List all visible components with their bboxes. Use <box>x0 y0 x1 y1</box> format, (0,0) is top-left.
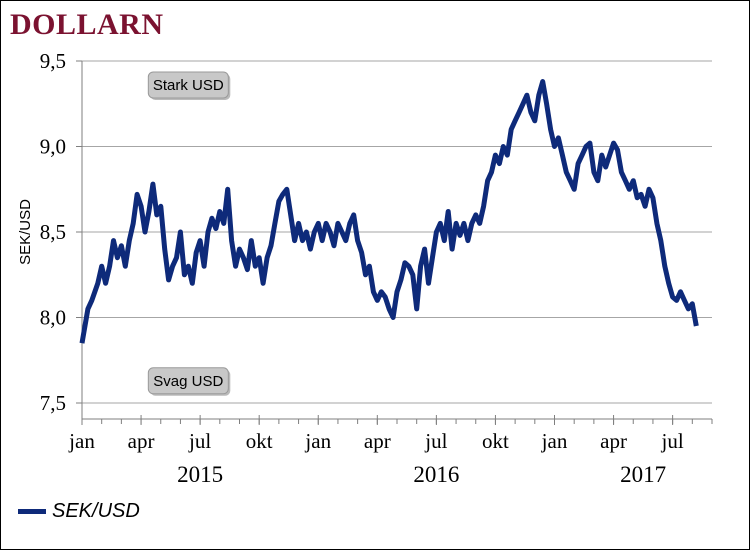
x-year-label: 2015 <box>177 462 223 487</box>
x-tick-label: jul <box>188 429 211 453</box>
series-line <box>79 79 699 344</box>
legend-label: SEK/USD <box>52 500 140 522</box>
x-tick-label: apr <box>600 429 627 453</box>
x-tick-label: jan <box>68 429 95 453</box>
x-year-label: 2017 <box>620 462 666 487</box>
y-axis-label: SEK/USD <box>17 199 34 265</box>
gridlines <box>82 60 712 404</box>
annotations: Stark USD Svag USD <box>147 71 231 396</box>
y-tick-label: 7,5 <box>40 391 66 415</box>
axes: 7,5 8,0 8,5 9,0 9,5 jan apr jul okt jan apr jul okt j… <box>40 49 713 487</box>
x-tick-label: jan <box>541 429 568 453</box>
x-tick-label: jan <box>304 429 331 453</box>
x-tick-label: apr <box>364 429 391 453</box>
y-tick-label: 8,5 <box>40 220 66 244</box>
annotation-label: Svag USD <box>153 373 223 390</box>
annotation-label: Stark USD <box>153 77 224 94</box>
y-tick-label: 9,0 <box>40 135 66 159</box>
x-tick-label: apr <box>128 429 155 453</box>
y-tick-label: 8,0 <box>40 306 66 330</box>
legend: SEK/USD <box>18 500 140 523</box>
chart-title: DOLLARN <box>10 8 164 41</box>
y-tick-label: 9,5 <box>40 49 66 73</box>
annotation-box <box>147 367 229 395</box>
legend-swatch <box>18 509 46 514</box>
series-layer <box>79 79 699 344</box>
x-tick-label: jul <box>424 429 447 453</box>
x-year-label: 2016 <box>413 462 459 487</box>
x-tick-label: okt <box>482 429 509 453</box>
x-tick-label: okt <box>246 429 273 453</box>
x-tick-label: jul <box>661 429 684 453</box>
annotation-box <box>147 71 229 99</box>
